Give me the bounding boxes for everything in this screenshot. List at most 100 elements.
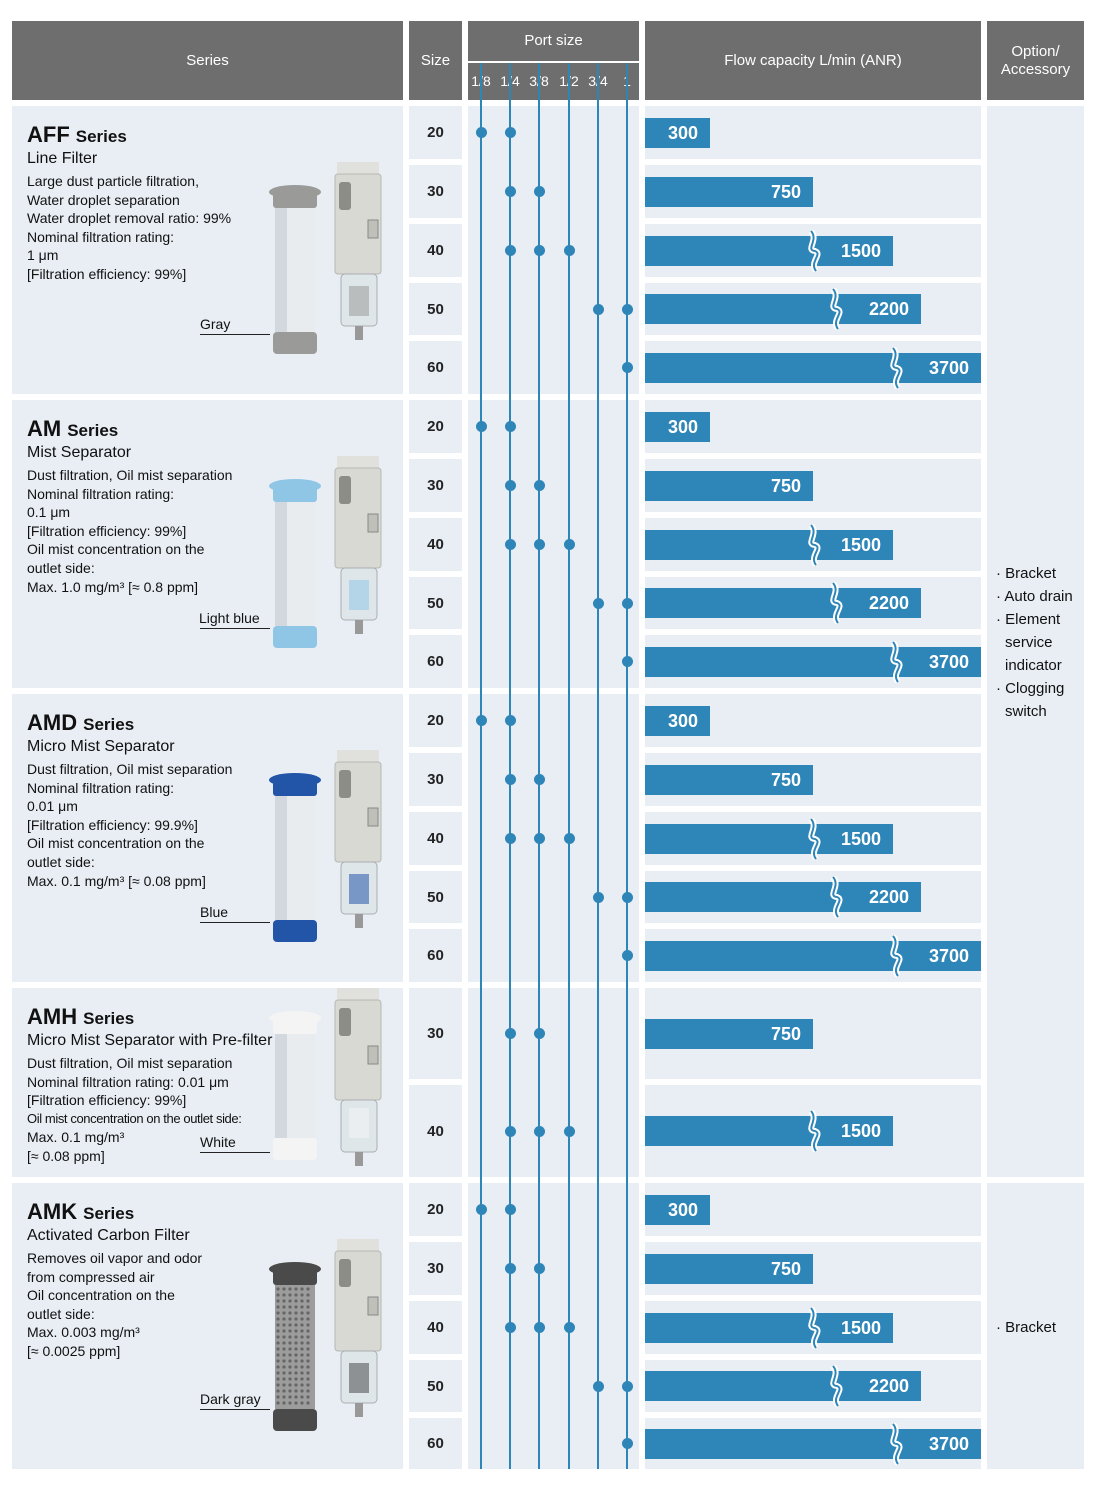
description-line: 1 μm bbox=[27, 247, 59, 264]
size-value: 20 bbox=[427, 418, 444, 435]
series-type: Line Filter bbox=[27, 150, 98, 167]
axis-break-icon bbox=[830, 288, 843, 330]
port-available-dot bbox=[504, 1028, 516, 1039]
series-name: AFF Series bbox=[27, 122, 127, 148]
port-available-dot bbox=[504, 774, 516, 785]
header-option: Option/Accessory bbox=[987, 21, 1084, 100]
port-size-cell bbox=[468, 1183, 639, 1469]
port-available-dot bbox=[621, 950, 633, 961]
option-list-1: · Bracket · Auto drain · Element service i… bbox=[990, 562, 1082, 723]
flow-bar: 1500 bbox=[645, 1306, 893, 1349]
port-available-dot bbox=[592, 303, 604, 315]
flow-bar: 1500 bbox=[645, 523, 893, 566]
option-item: · Clogging switch bbox=[990, 677, 1082, 723]
description-line: [Filtration efficiency: 99%] bbox=[27, 1092, 187, 1109]
size-cell bbox=[409, 1418, 462, 1469]
port-available-dot bbox=[533, 774, 545, 785]
size-value: 30 bbox=[427, 183, 444, 200]
axis-break-icon bbox=[890, 1422, 903, 1465]
description-line: Dust filtration, Oil mist separation bbox=[27, 761, 233, 777]
port-available-dot bbox=[504, 539, 516, 550]
option-cell-1 bbox=[987, 106, 1084, 1177]
size-cell bbox=[409, 1183, 462, 1236]
header-series-label: Series bbox=[186, 51, 229, 69]
element-color-label: White bbox=[200, 1134, 236, 1150]
port-available-dot bbox=[504, 127, 516, 138]
port-available-dot bbox=[504, 833, 516, 844]
series-name: AM Series bbox=[27, 416, 118, 442]
port-available-dot bbox=[504, 1263, 516, 1274]
size-cell bbox=[409, 1301, 462, 1354]
option-item: · Bracket bbox=[990, 1316, 1082, 1339]
header-series: Series bbox=[12, 21, 403, 100]
header-port-size-label: Port size bbox=[524, 32, 583, 49]
axis-break-icon bbox=[830, 876, 843, 918]
series-suffix: Series bbox=[67, 421, 119, 440]
flow-value: 1500 bbox=[840, 1121, 881, 1141]
description-line: outlet side: bbox=[27, 853, 95, 870]
bullet-icon: · bbox=[996, 565, 1006, 582]
port-available-dot bbox=[504, 1204, 516, 1215]
port-available-dot bbox=[621, 362, 633, 373]
size-value: 50 bbox=[427, 888, 444, 906]
series-suffix: Series bbox=[83, 1009, 135, 1028]
flow-bar: 750 bbox=[645, 176, 813, 207]
option-label: Clogging switch bbox=[1005, 680, 1065, 720]
series-type: Micro Mist Separator bbox=[27, 738, 175, 755]
series-name: AMK Series bbox=[27, 1199, 134, 1225]
port-available-dot bbox=[621, 303, 633, 315]
port-line bbox=[480, 63, 482, 1469]
flow-value: 300 bbox=[668, 122, 699, 143]
size-cell bbox=[409, 400, 462, 453]
flow-bar: 1500 bbox=[645, 1110, 893, 1152]
size-value: 40 bbox=[427, 242, 444, 259]
size-value: 60 bbox=[427, 653, 444, 670]
port-available-dot bbox=[533, 1125, 545, 1137]
option-label: Element service indicator bbox=[1005, 611, 1062, 674]
flow-value: 750 bbox=[770, 475, 801, 496]
description-line: [Filtration efficiency: 99%] bbox=[27, 265, 187, 282]
flow-value: 3700 bbox=[928, 1433, 969, 1454]
port-line bbox=[568, 63, 570, 1469]
color-label-leader bbox=[200, 334, 270, 335]
series-code: AMD bbox=[27, 710, 78, 735]
option-label: Bracket bbox=[1005, 565, 1057, 582]
color-label-leader bbox=[200, 1409, 270, 1410]
description-line: Removes oil vapor and odor bbox=[27, 1250, 203, 1266]
flow-bar: 2200 bbox=[645, 876, 921, 918]
flow-bar: 750 bbox=[645, 764, 813, 795]
size-value: 20 bbox=[427, 1201, 444, 1218]
option-item: · Bracket bbox=[990, 562, 1082, 585]
description-line: Max. 0.1 mg/m³ [≈ 0.08 ppm] bbox=[27, 872, 206, 889]
size-cell bbox=[409, 459, 462, 512]
color-label-leader bbox=[200, 922, 270, 923]
size-cell bbox=[409, 988, 462, 1079]
element-color-label: Light blue bbox=[199, 610, 260, 626]
size-cell bbox=[409, 165, 462, 218]
option-item: · Auto drain bbox=[990, 585, 1082, 608]
option-label: Bracket bbox=[1005, 1319, 1057, 1336]
series-description: Dust filtration, Oil mist separation Nomi… bbox=[27, 466, 232, 596]
flow-bar: 750 bbox=[645, 470, 813, 501]
port-available-dot bbox=[621, 891, 633, 903]
series-description: Dust filtration, Oil mist separation Nomi… bbox=[27, 1054, 242, 1166]
header-flow: Flow capacity L/min (ANR) bbox=[645, 21, 981, 100]
size-value: 40 bbox=[427, 830, 444, 847]
header-option-line1: Option/ bbox=[1011, 42, 1060, 60]
header-port-size: Port size bbox=[468, 21, 639, 61]
description-line: [Filtration efficiency: 99%] bbox=[27, 522, 187, 539]
option-label: Auto drain bbox=[1004, 588, 1073, 605]
axis-break-icon bbox=[808, 1306, 821, 1349]
size-value: 20 bbox=[427, 712, 444, 729]
header-port-size-row: 1/81/43/81/23/41 bbox=[468, 63, 639, 100]
filter-product-image bbox=[269, 456, 382, 648]
port-available-dot bbox=[533, 1028, 545, 1039]
flow-bar: 300 bbox=[645, 1194, 710, 1225]
size-cell bbox=[409, 753, 462, 806]
axis-break-icon bbox=[890, 640, 903, 683]
flow-value: 3700 bbox=[928, 945, 969, 966]
header-flow-label: Flow capacity L/min (ANR) bbox=[724, 51, 902, 69]
port-available-dot bbox=[504, 186, 516, 197]
flow-value: 750 bbox=[770, 181, 801, 202]
description-line: Dust filtration, Oil mist separation bbox=[27, 467, 233, 483]
